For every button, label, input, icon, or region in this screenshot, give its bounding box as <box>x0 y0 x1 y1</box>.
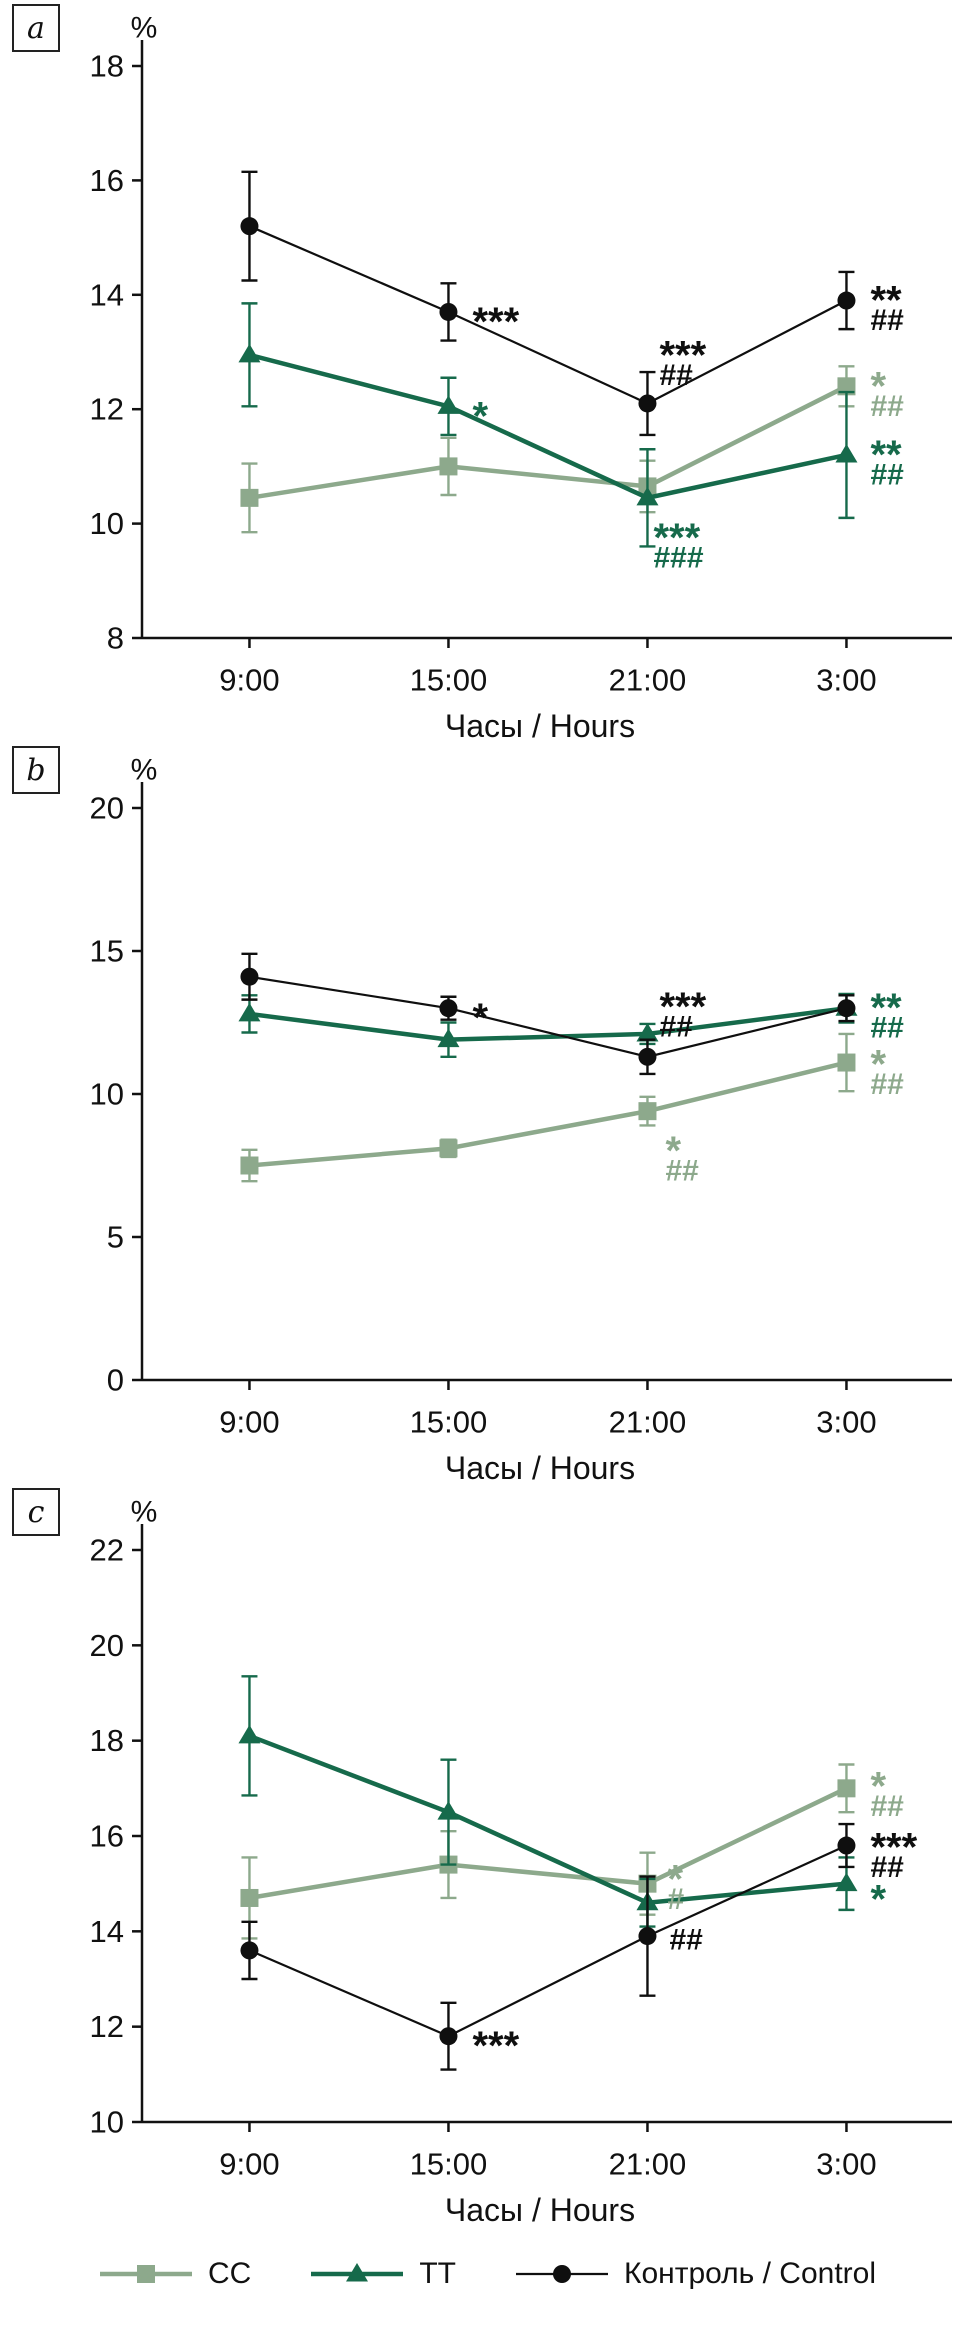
svg-text:*: * <box>870 364 886 408</box>
svg-text:12: 12 <box>90 392 124 427</box>
svg-text:15:00: 15:00 <box>410 1405 488 1440</box>
chart-panel-c: 10 12 14 16 18 20 22 9:00 15:00 21:00 3:00% Часы / … <box>90 1496 952 2226</box>
svg-text:9:00: 9:00 <box>219 1405 279 1440</box>
svg-text:9:00: 9:00 <box>219 663 279 698</box>
legend-label-cc: CC <box>207 2257 252 2290</box>
chart-panel-b: 0 5 10 15 20 9:00 15:00 21:00 3:00% Часы / Hours *… <box>90 754 952 1484</box>
svg-text:%: % <box>131 754 158 787</box>
panel-a: a 8 10 12 14 16 18 9:00 15:00 21:00 3:00% Часы / H… <box>0 0 974 742</box>
svg-text:8: 8 <box>107 621 124 656</box>
svg-text:15:00: 15:00 <box>410 663 488 698</box>
svg-text:*: * <box>870 1878 886 1922</box>
panel-a-label: a <box>12 4 60 52</box>
svg-text:21:00: 21:00 <box>609 1405 687 1440</box>
svg-text:##: ## <box>665 1155 699 1188</box>
svg-text:10: 10 <box>90 506 124 541</box>
panel-b: b 0 5 10 15 20 9:00 15:00 21:00 3:00% Часы / Hour… <box>0 742 974 1484</box>
svg-text:10: 10 <box>90 2105 124 2140</box>
svg-text:14: 14 <box>90 277 124 312</box>
svg-text:21:00: 21:00 <box>609 2147 687 2182</box>
svg-text:##: ## <box>870 1012 904 1045</box>
svg-text:16: 16 <box>90 1819 124 1854</box>
svg-text:%: % <box>131 12 158 45</box>
svg-text:5: 5 <box>107 1220 124 1255</box>
svg-text:21:00: 21:00 <box>609 663 687 698</box>
svg-text:16: 16 <box>90 163 124 198</box>
tt-triangle-marker-icon <box>311 2263 404 2282</box>
svg-text:***: *** <box>472 300 519 344</box>
svg-text:#: # <box>667 1883 684 1916</box>
legend: CC TT Контроль / Control <box>0 2226 974 2322</box>
svg-text:##: ## <box>870 458 904 491</box>
panel-b-label: b <box>12 746 60 794</box>
svg-text:22: 22 <box>90 1533 124 1568</box>
cc-square-marker-icon <box>99 2265 192 2283</box>
svg-text:##: ## <box>870 304 904 337</box>
panel-c-label: c <box>12 1488 60 1536</box>
legend-item-control: Контроль / Control <box>514 2254 876 2294</box>
svg-text:**: ** <box>870 279 902 323</box>
svg-text:18: 18 <box>90 49 124 84</box>
svg-text:Часы / Hours: Часы / Hours <box>445 708 635 742</box>
svg-text:15:00: 15:00 <box>410 2147 488 2182</box>
svg-text:*: * <box>665 1129 681 1173</box>
panel-c: c 10 12 14 16 18 20 22 9:00 15:00 21:00 3:00% Часы … <box>0 1484 974 2226</box>
svg-text:***: *** <box>659 985 706 1029</box>
svg-text:##: ## <box>669 1924 703 1957</box>
svg-text:***: *** <box>870 1826 917 1870</box>
svg-text:*: * <box>870 1764 886 1808</box>
svg-text:Часы / Hours: Часы / Hours <box>445 1450 635 1484</box>
svg-text:**: ** <box>870 986 902 1030</box>
legend-item-tt: TT <box>309 2254 456 2294</box>
legend-label-control: Контроль / Control <box>623 2257 877 2290</box>
svg-text:20: 20 <box>90 1628 124 1663</box>
legend-label-tt: TT <box>419 2257 456 2290</box>
svg-text:14: 14 <box>90 1914 124 1949</box>
svg-text:0: 0 <box>107 1363 124 1398</box>
legend-item-cc: CC <box>98 2254 251 2294</box>
svg-text:##: ## <box>659 359 693 392</box>
svg-text:*: * <box>667 1858 683 1902</box>
svg-text:##: ## <box>870 390 904 423</box>
control-circle-marker-icon <box>515 2265 608 2283</box>
svg-text:##: ## <box>659 1010 693 1043</box>
svg-text:***: *** <box>653 516 700 560</box>
svg-text:*: * <box>472 996 488 1040</box>
svg-text:Часы / Hours: Часы / Hours <box>445 2192 635 2226</box>
svg-text:3:00: 3:00 <box>816 2147 876 2182</box>
svg-text:10: 10 <box>90 1077 124 1112</box>
svg-text:15: 15 <box>90 934 124 969</box>
svg-text:###: ### <box>653 541 703 574</box>
svg-text:*: * <box>472 394 488 438</box>
svg-text:*: * <box>870 1043 886 1087</box>
svg-text:***: *** <box>472 2024 519 2068</box>
svg-text:##: ## <box>870 1068 904 1101</box>
svg-text:##: ## <box>870 1790 904 1823</box>
svg-text:##: ## <box>870 1851 904 1884</box>
svg-text:12: 12 <box>90 2009 124 2044</box>
svg-text:20: 20 <box>90 791 124 826</box>
chart-panel-a: 8 10 12 14 16 18 9:00 15:00 21:00 3:00% Часы / Hou… <box>90 12 952 742</box>
svg-text:3:00: 3:00 <box>816 663 876 698</box>
svg-text:3:00: 3:00 <box>816 1405 876 1440</box>
svg-text:9:00: 9:00 <box>219 2147 279 2182</box>
svg-text:***: *** <box>659 333 706 377</box>
svg-text:%: % <box>131 1496 158 1529</box>
svg-text:**: ** <box>870 433 902 477</box>
svg-text:18: 18 <box>90 1723 124 1758</box>
